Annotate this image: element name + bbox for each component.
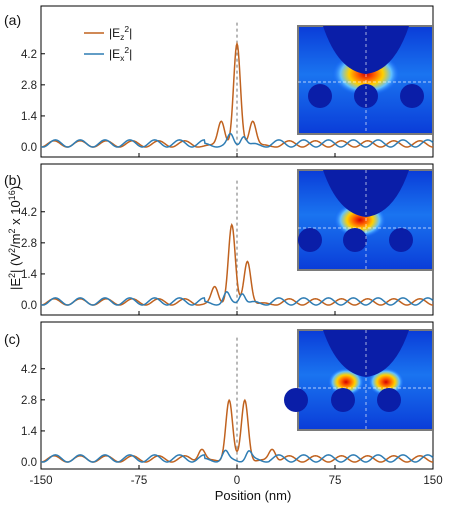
y-tick-label-c-0: 0.0 xyxy=(21,457,37,469)
inset-a-particle-3 xyxy=(400,84,424,108)
x-axis: -150 -75 0 75 150 xyxy=(29,475,442,487)
inset-c-particle-2 xyxy=(331,388,355,412)
y-tick-label-a-3: 4.2 xyxy=(21,49,37,61)
inset-c-hotspot-right xyxy=(368,368,404,396)
inset-c-particle-1 xyxy=(284,388,308,412)
x-tick-label-4: 150 xyxy=(423,475,442,487)
y-tick-label-c-1: 1.4 xyxy=(21,426,38,438)
inset-a-particle-2 xyxy=(354,84,378,108)
inset-c-particle-3 xyxy=(377,388,401,412)
inset-b-tip xyxy=(323,170,409,217)
legend-label-ex: |Ex2| xyxy=(109,45,132,63)
legend: |Ez2| |Ex2| xyxy=(84,24,132,63)
x-tick-label-0: -150 xyxy=(29,475,52,487)
panel-c: 0.0 1.4 2.8 4.2 xyxy=(21,337,434,469)
x-tick-label-3: 75 xyxy=(329,475,342,487)
y-tick-label-a-2: 2.8 xyxy=(21,80,37,92)
y-tick-label-b-2: 2.8 xyxy=(21,238,37,250)
y-axis-title: |E2| (V2/m2 x 1016) xyxy=(7,186,23,290)
panel-label-a: (a) xyxy=(4,12,21,28)
y-tick-label-c-2: 2.8 xyxy=(21,395,37,407)
y-tick-label-a-0: 0.0 xyxy=(21,142,37,154)
inset-b xyxy=(297,169,434,271)
panel-a: 0.0 1.4 2.8 4.2 xyxy=(21,22,434,157)
inset-a xyxy=(297,25,434,135)
x-axis-title: Position (nm) xyxy=(215,488,292,503)
series-ex-line-b xyxy=(40,291,434,306)
y-tick-label-a-1: 1.4 xyxy=(21,111,38,123)
y-tick-label-b-1: 1.4 xyxy=(21,269,38,281)
panel-label-b: (b) xyxy=(4,172,21,188)
panel-b: 0.0 1.4 2.8 4.2 xyxy=(21,180,434,315)
panel-label-c: (c) xyxy=(4,331,20,347)
series-ex-line-a xyxy=(40,132,434,148)
y-tick-label-b-0: 0.0 xyxy=(21,300,37,312)
inset-a-particle-1 xyxy=(308,84,332,108)
inset-c-hotspot-left xyxy=(328,368,364,396)
x-tick-label-1: -75 xyxy=(131,475,148,487)
inset-b-particle-3 xyxy=(389,228,413,252)
series-ex-line-c xyxy=(40,449,434,463)
inset-c xyxy=(284,329,434,431)
x-tick-label-2: 0 xyxy=(234,475,240,487)
inset-b-particle-1 xyxy=(298,228,322,252)
inset-b-particle-2 xyxy=(343,228,367,252)
y-tick-label-b-3: 4.2 xyxy=(21,207,37,219)
legend-label-ez: |Ez2| xyxy=(109,24,132,42)
y-tick-label-c-3: 4.2 xyxy=(21,364,37,376)
inset-c-tip xyxy=(323,330,409,377)
